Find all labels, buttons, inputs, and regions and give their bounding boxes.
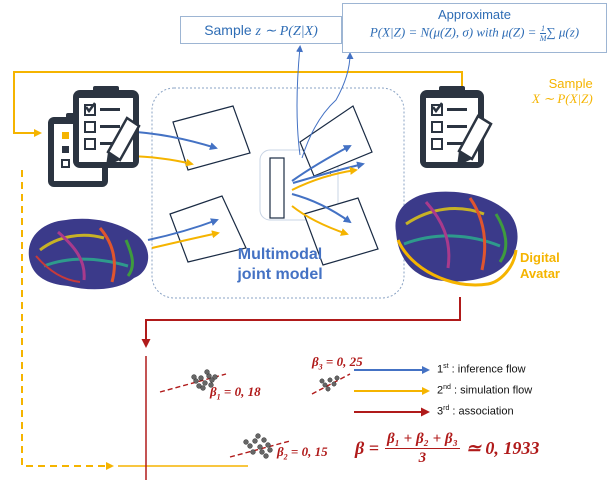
checklist-pencil-icon-right [420, 86, 493, 168]
scatter-beta1 [159, 369, 227, 393]
beta1-name: β [210, 384, 217, 399]
beta3-name: β [312, 354, 319, 369]
legend-sup-1: st [443, 363, 449, 370]
brain-icon-left [28, 218, 149, 290]
digital-avatar-line1: Digital [520, 250, 560, 265]
model-label: Multimodal joint model [220, 245, 340, 285]
sample-x-label: Sample X ∼ P(X|Z) [532, 76, 593, 107]
legend-text-3: : association [449, 405, 514, 418]
digital-avatar-line2: Avatar [520, 266, 560, 281]
approximate-title: Approximate [438, 7, 511, 22]
beta1-value: = 0, 18 [220, 384, 261, 399]
sample-z-expr: z ∼ P(Z|X) [255, 24, 318, 39]
final-denominator: 3 [418, 450, 427, 466]
legend-ordinal-3: 3 [437, 405, 444, 418]
simulation-loop [13, 71, 463, 470]
beta3-value: = 0, 25 [322, 354, 363, 369]
latent-space [269, 157, 285, 219]
legend-text-1: : inference flow [448, 363, 526, 376]
simulation-arrows [111, 154, 358, 249]
beta2-sub: 2 [283, 452, 288, 462]
sample-z-box: Sample z ∼ P(Z|X) [180, 16, 342, 44]
fraction-denominator: M [539, 34, 547, 43]
beta2-value: = 0, 15 [287, 444, 328, 459]
network-blocks [169, 105, 379, 266]
sample-x-title: Sample [548, 76, 593, 91]
model-label-line2: joint model [237, 266, 323, 283]
final-rhs: ≃ 0, 1933 [465, 438, 540, 458]
legend-ordinal-1: 1 [437, 363, 444, 376]
legend-item-inference: 1st : inference flow [437, 363, 526, 376]
scatter-beta3 [311, 373, 351, 395]
beta2-name: β [277, 444, 284, 459]
approximate-sum: ∑ μ(z) [546, 24, 580, 40]
legend-sup-2: nd [443, 384, 451, 391]
sample-z-prefix: Sample [204, 22, 256, 38]
beta1-label: β1 = 0, 18 [210, 384, 261, 402]
digital-avatar-label: Digital Avatar [520, 250, 560, 282]
legend-text-2: : simulation flow [450, 384, 533, 397]
association-flow [141, 297, 461, 480]
beta3-sub: 3 [318, 362, 323, 372]
approximate-box: Approximate P(X|Z) = N(μ(Z), σ) with μ(Z… [342, 3, 607, 53]
checklist-pencil-icon-left [48, 86, 141, 187]
final-formula: β = β₁ + β₂ + β₃ 3 ≃ 0, 1933 [355, 430, 539, 467]
sample-x-expr: X ∼ P(X|Z) [532, 91, 593, 106]
beta2-label: β2 = 0, 15 [277, 444, 328, 462]
legend-sup-3: rd [443, 405, 450, 412]
brain-icon-right [395, 191, 518, 287]
final-lhs: β = [355, 438, 379, 458]
scatter-beta2 [229, 433, 291, 459]
final-numerator: β₁ + β₂ + β₃ [384, 431, 460, 449]
legend-item-association: 3rd : association [437, 405, 514, 418]
model-label-line1: Multimodal [237, 246, 323, 263]
legend-lines [354, 366, 430, 417]
legend-item-simulation: 2nd : simulation flow [437, 384, 532, 397]
beta3-label: β3 = 0, 25 [312, 354, 363, 372]
beta1-sub: 1 [216, 392, 221, 402]
fraction-numerator: 1 [539, 24, 547, 34]
joint-model-box [151, 87, 405, 299]
approximate-formula: P(X|Z) = N(μ(Z), σ) with μ(Z) = [369, 24, 540, 40]
legend-ordinal-2: 2 [437, 384, 444, 397]
